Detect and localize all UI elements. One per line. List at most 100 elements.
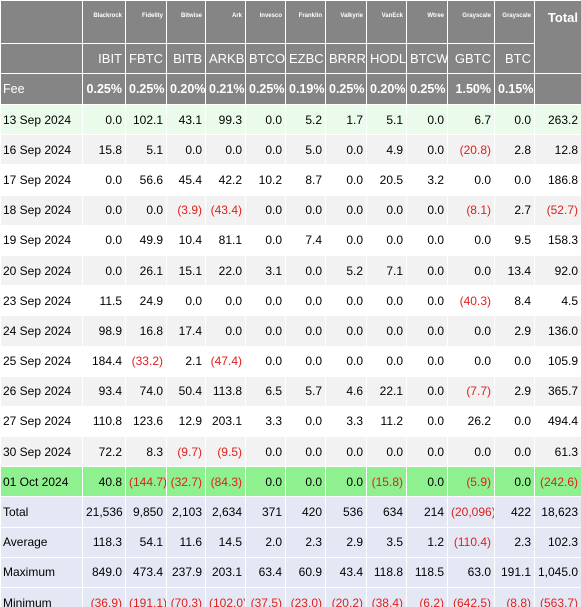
data-row: 19 Sep 2024 0.0 49.9 10.4 81.1 0.0 7.4 0.0 0.0 0.…: [0, 224, 581, 256]
flow-value: 13.4: [494, 254, 535, 287]
flow-value: 0.0: [285, 254, 326, 287]
date: 30 Sep 2024: [0, 436, 83, 468]
flow-value: 123.6: [125, 405, 167, 438]
issuer: Invesco: [245, 0, 286, 44]
flow-value: 16.8: [125, 315, 167, 347]
issuer: Fidelity: [125, 0, 167, 44]
flow-value: 8.7: [285, 164, 326, 196]
flow-value: (242.6): [534, 466, 581, 498]
summary-value: (20,096): [447, 496, 495, 528]
ticker: ARKB: [205, 43, 246, 74]
flow-value: 0.0: [325, 436, 367, 468]
summary-row: Average 118.3 54.1 11.6 14.5 2.0 2.3 2.9 3.5 1.2(…: [0, 526, 581, 558]
flow-value: 8.4: [494, 285, 535, 317]
flow-value: 105.9: [534, 345, 581, 377]
summary-value: 422: [494, 496, 535, 528]
issuer: Blackrock: [82, 0, 126, 44]
fee: 0.25%: [82, 73, 126, 105]
summary-value: (70.3): [166, 586, 206, 607]
flow-value: 20.5: [366, 164, 407, 196]
flow-value: (5.9): [447, 466, 495, 498]
date: 18 Sep 2024: [0, 194, 83, 226]
flow-value: 8.3: [125, 436, 167, 468]
data-row: 13 Sep 2024 0.0 102.1 43.1 99.3 0.0 5.2 1.7 5.1 0…: [0, 103, 581, 136]
issuer: Bitwise: [166, 0, 206, 44]
flow-value: 17.4: [166, 315, 206, 347]
flow-value: 186.8: [534, 164, 581, 196]
flow-value: 0.0: [285, 436, 326, 468]
issuer: Ark: [205, 0, 246, 44]
flow-value: 0.0: [82, 164, 126, 196]
flow-value: 0.0: [447, 436, 495, 468]
flow-value: 0.0: [325, 345, 367, 377]
flow-value: (47.4): [205, 345, 246, 377]
flow-value: (9.7): [166, 436, 206, 468]
date: 19 Sep 2024: [0, 224, 83, 256]
flow-value: 0.0: [406, 103, 448, 136]
summary-value: (642.5): [447, 586, 495, 607]
flow-value: 0.0: [406, 134, 448, 166]
ticker: FBTC: [125, 43, 167, 74]
summary-value: (38.4): [366, 586, 407, 607]
flow-value: 0.0: [325, 466, 367, 498]
flow-value: 0.0: [406, 224, 448, 256]
flow-value: 3.3: [245, 405, 286, 438]
flow-value: 3.2: [406, 164, 448, 196]
flow-value: 26.1: [125, 254, 167, 287]
flow-value: 0.0: [494, 164, 535, 196]
flow-value: 0.0: [245, 103, 286, 136]
flow-value: 0.0: [166, 134, 206, 166]
data-row: 01 Oct 2024 40.8 (144.7) (32.7) (84.3) 0.0 0.0…: [0, 466, 581, 498]
issuer: VanEck: [366, 0, 407, 44]
flow-value: 0.0: [245, 466, 286, 498]
flow-value: (8.1): [447, 194, 495, 226]
flow-value: 26.2: [447, 405, 495, 438]
summary-value: (563.7): [534, 586, 581, 607]
summary-value: 2.3: [285, 526, 326, 558]
ticker: EZBC: [285, 43, 326, 74]
flow-value: 93.4: [82, 375, 126, 407]
summary-value: 634: [366, 496, 407, 528]
fee: 0.19%: [285, 73, 326, 105]
ticker: BTC: [494, 43, 535, 74]
flow-value: 0.0: [494, 436, 535, 468]
flow-value: (43.4): [205, 194, 246, 226]
issuer: Grayscale: [447, 0, 495, 44]
flow-value: 0.0: [82, 254, 126, 287]
flow-value: 2.9: [494, 315, 535, 347]
summary-label: Minimum: [0, 586, 83, 607]
flow-value: 113.8: [205, 375, 246, 407]
flow-value: 0.0: [82, 194, 126, 226]
flow-value: 0.0: [285, 466, 326, 498]
summary-value: 2,634: [205, 496, 246, 528]
date: 27 Sep 2024: [0, 405, 83, 438]
flow-value: 0.0: [325, 164, 367, 196]
summary-value: 63.0: [447, 556, 495, 589]
flow-value: 4.6: [325, 375, 367, 407]
flow-value: 11.2: [366, 405, 407, 438]
summary-value: 203.1: [205, 556, 246, 589]
summary-value: 118.3: [82, 526, 126, 558]
flow-value: 2.1: [166, 345, 206, 377]
flow-value: 0.0: [447, 224, 495, 256]
issuer: Grayscale: [494, 0, 535, 44]
flow-value: 9.5: [494, 224, 535, 256]
flow-value: 0.0: [82, 103, 126, 136]
flow-value: 6.5: [245, 375, 286, 407]
flow-value: 98.9: [82, 315, 126, 347]
data-row: 18 Sep 2024 0.0 0.0 (3.9) (43.4) 0.0 0.0 0.0 0.0…: [0, 194, 581, 226]
summary-value: 54.1: [125, 526, 167, 558]
flow-value: 0.0: [447, 315, 495, 347]
ticker: HODL: [366, 43, 407, 74]
flow-value: 0.0: [285, 315, 326, 347]
summary-value: 371: [245, 496, 286, 528]
flow-value: 0.0: [406, 436, 448, 468]
flow-value: 0.0: [406, 375, 448, 407]
flow-value: 0.0: [125, 194, 167, 226]
flow-value: 0.0: [366, 436, 407, 468]
flow-value: 22.0: [205, 254, 246, 287]
flow-value: 0.0: [325, 315, 367, 347]
flow-value: 0.0: [245, 134, 286, 166]
corner: [0, 43, 83, 74]
